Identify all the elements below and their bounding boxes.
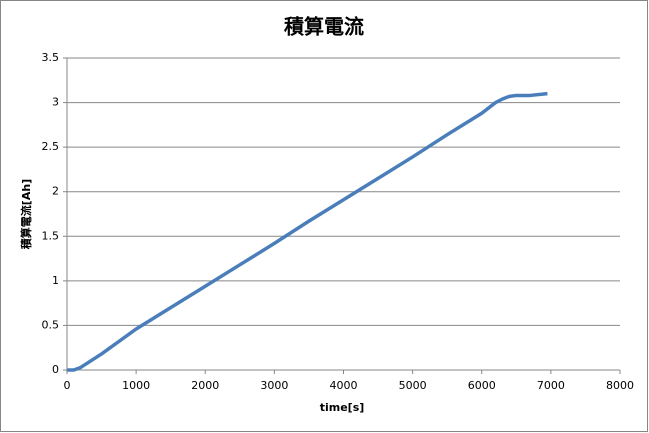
x-tick-label: 7000 — [537, 379, 565, 392]
y-tick-label: 1.5 — [42, 229, 60, 242]
y-tick-label: 3 — [52, 96, 59, 109]
x-tick-label: 8000 — [606, 379, 634, 392]
chart-title: 積算電流 — [284, 15, 364, 39]
data-line — [67, 91, 548, 372]
y-tick-label: 3.5 — [42, 51, 60, 64]
x-tick-label: 3000 — [260, 379, 288, 392]
y-tick-label: 2 — [52, 185, 59, 198]
x-tick-label: 6000 — [468, 379, 496, 392]
x-tick-label: 0 — [64, 379, 71, 392]
x-axis-label: time[s] — [320, 401, 365, 414]
y-tick-label: 1 — [52, 274, 59, 287]
x-tick-label: 4000 — [330, 379, 358, 392]
y-axis-label: 積算電流[Ah] — [19, 179, 33, 250]
y-tick-label: 0.5 — [42, 318, 60, 331]
y-tick-label: 2.5 — [42, 140, 60, 153]
x-tick-label: 1000 — [122, 379, 150, 392]
x-tick-label: 2000 — [191, 379, 219, 392]
x-tick-label: 5000 — [399, 379, 427, 392]
y-tick-label: 0 — [52, 363, 59, 376]
